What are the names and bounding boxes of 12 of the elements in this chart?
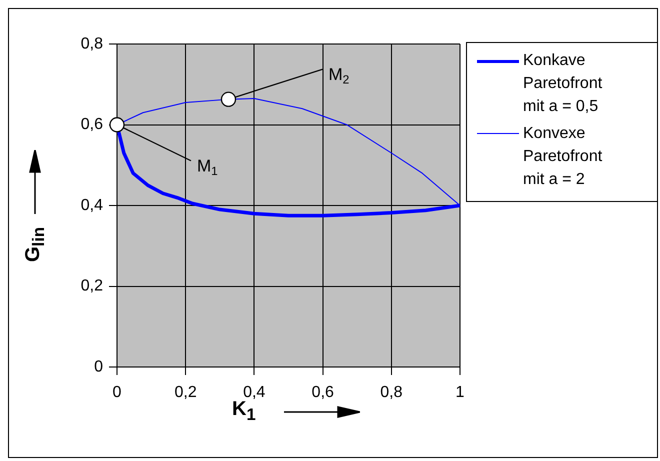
y-tick-label: 0,6 (80, 116, 104, 134)
x-tick-label: 0 (112, 384, 122, 402)
y-tick-label: 0,2 (80, 278, 104, 295)
legend-label: Konkave Paretofront mit a = 0,5 (523, 51, 604, 117)
x-tick-label: 1 (456, 384, 465, 402)
y-tick-label: 0,4 (80, 196, 104, 214)
y-tick-label: 0 (94, 358, 104, 376)
x-tick-label: 0,6 (312, 384, 334, 402)
y-tick-label: 0,8 (80, 35, 104, 52)
x-tick-label: 0,2 (174, 384, 197, 402)
legend-label: Konvexe Paretofront mit a = 2 (523, 124, 604, 190)
x-tick-label: 0,8 (380, 384, 403, 402)
